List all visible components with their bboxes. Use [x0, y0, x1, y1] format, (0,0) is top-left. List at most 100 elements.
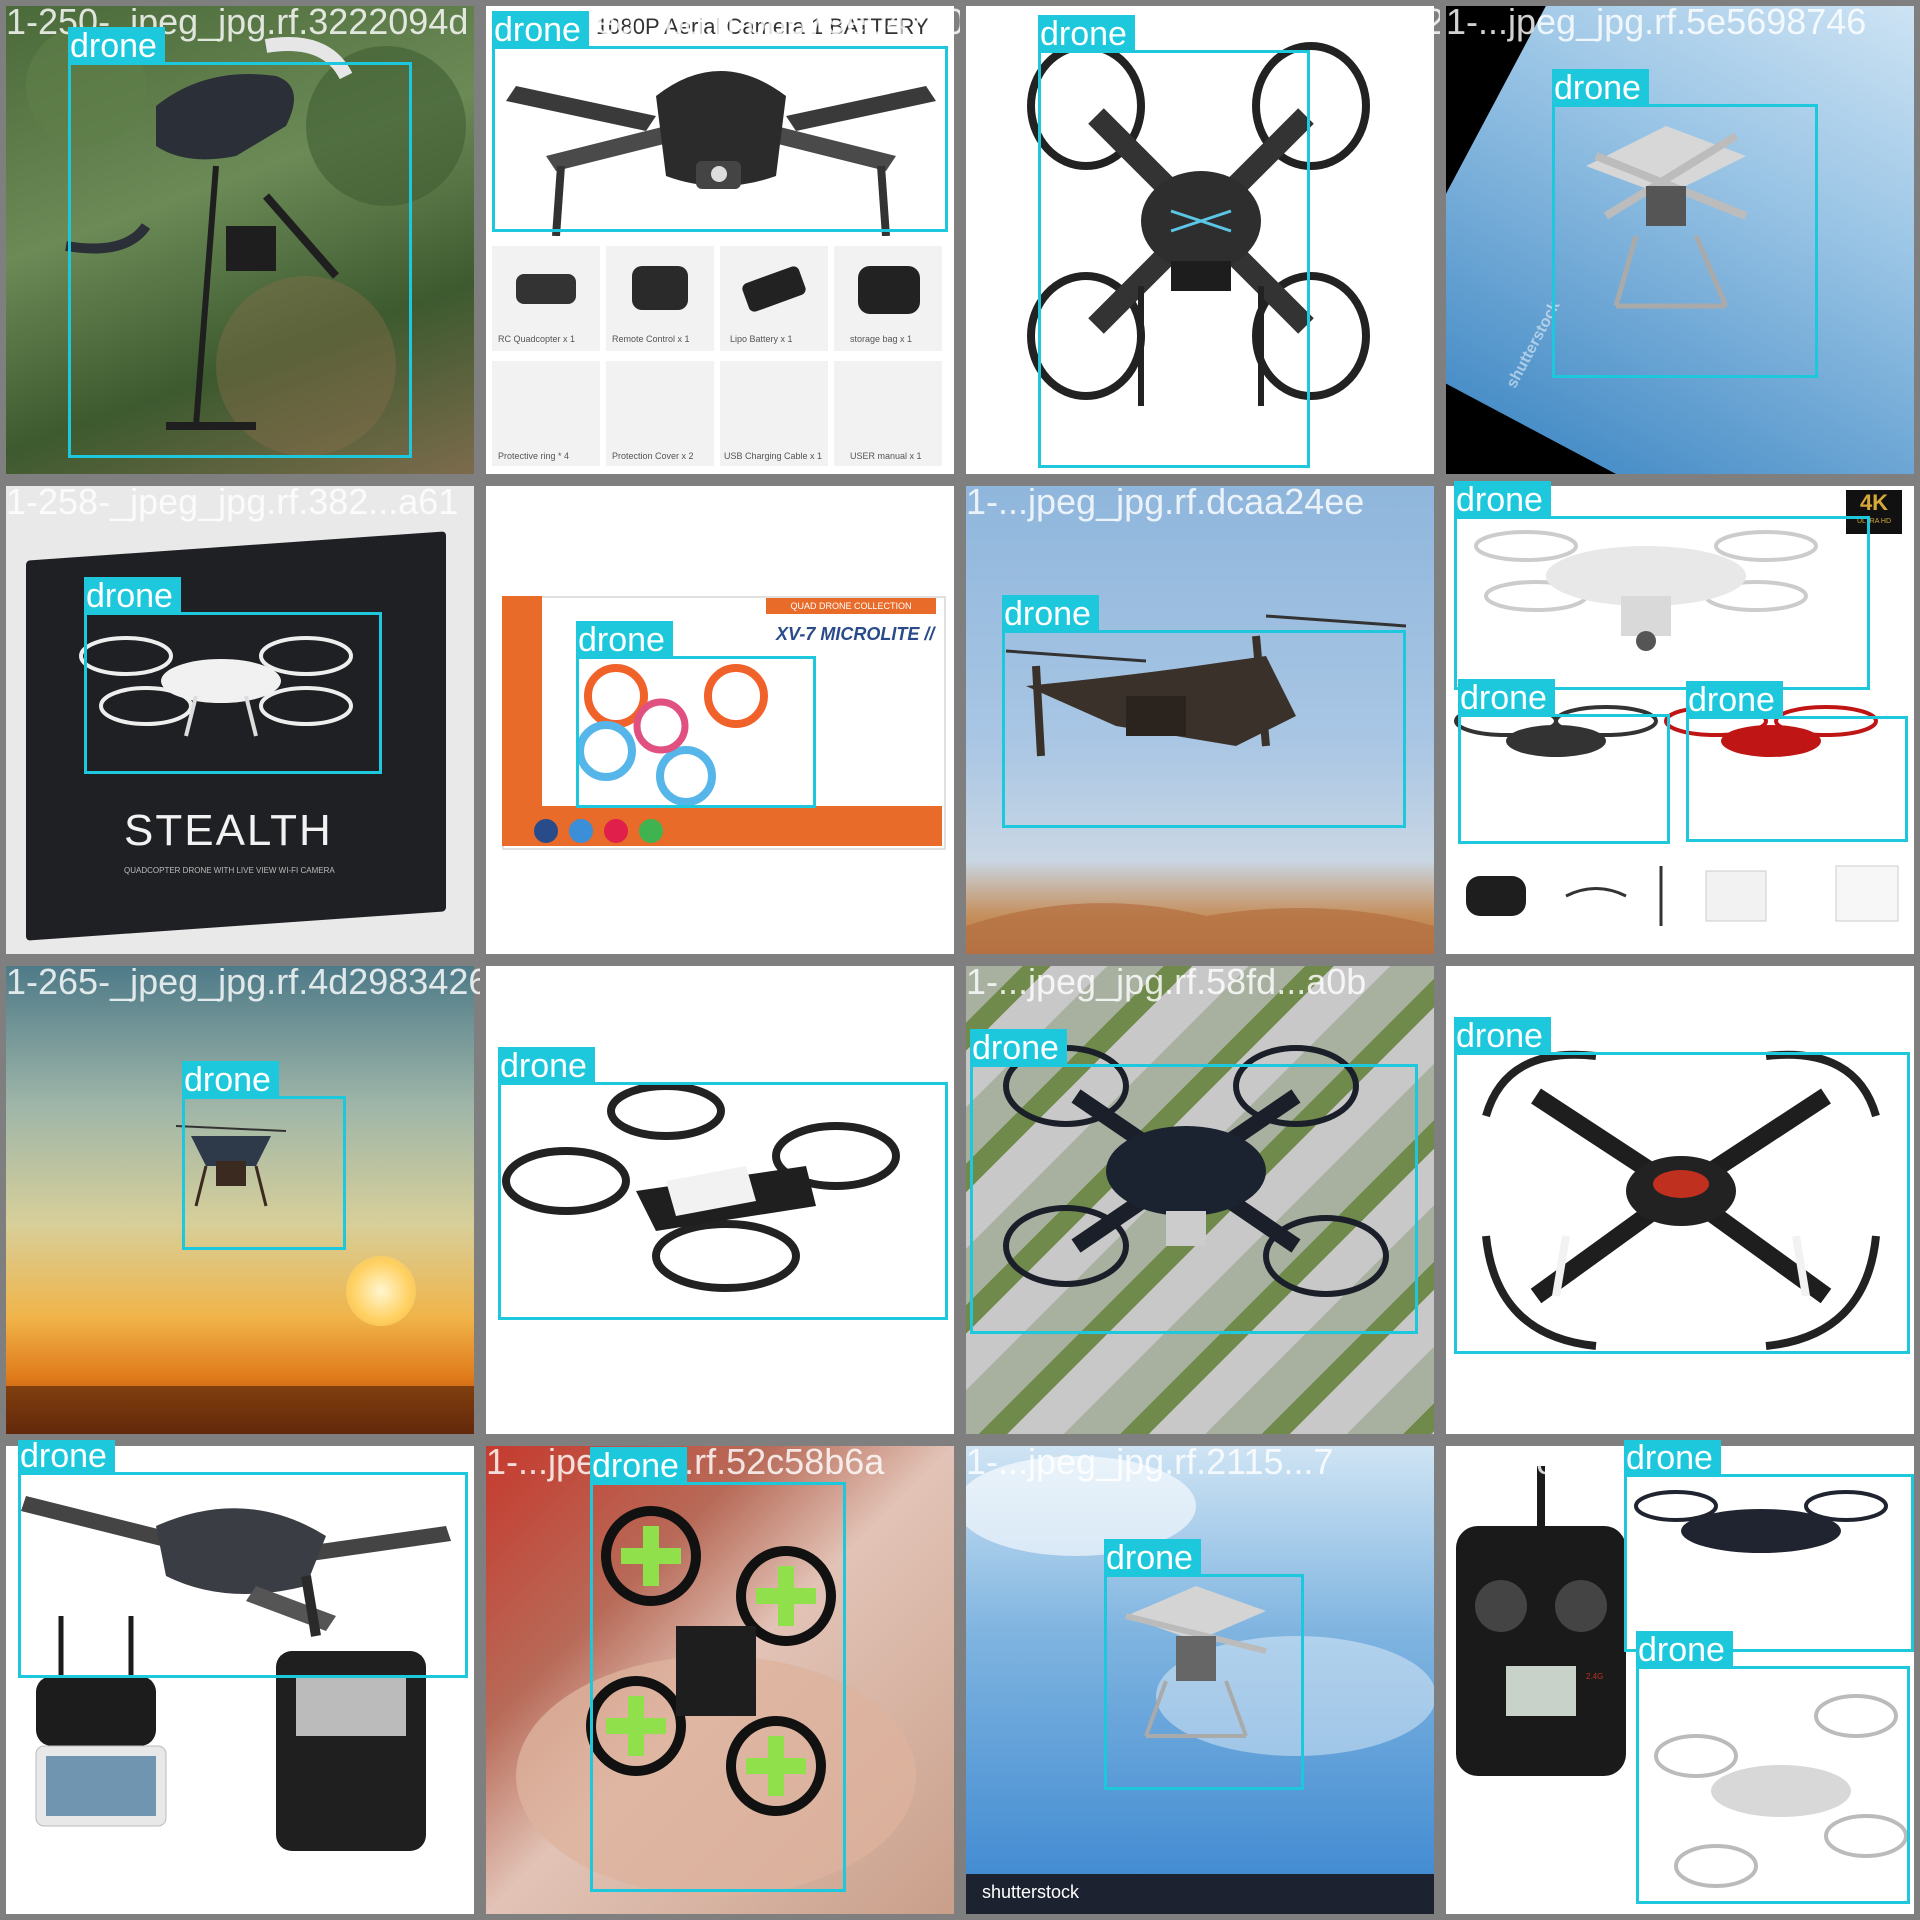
tile-7: 1-...jpeg_jpg.rf.dcaa24ee drone — [960, 480, 1440, 960]
tile-photo — [6, 1446, 474, 1914]
tile-filename: 1-...jpeg_jpg.rf.5e5698746 — [1446, 1, 1867, 42]
sun — [346, 1256, 416, 1326]
drone-photo — [1027, 42, 1370, 406]
box-label: drone — [18, 1440, 115, 1475]
drone-photo — [1456, 1466, 1908, 1888]
tile-4: shutterstock 1-...jpeg_jpg.rf.5e5698746 … — [1440, 0, 1920, 480]
bounding-box: drone — [68, 27, 412, 458]
tile-photo — [966, 486, 1434, 954]
accessory-label: USB Charging Cable x 1 — [724, 451, 823, 461]
bounding-box: drone — [1002, 595, 1406, 828]
bounding-box: drone — [182, 1061, 346, 1250]
drone-photo — [1454, 530, 1899, 926]
box-label: drone — [970, 1029, 1067, 1067]
bounding-box: drone — [84, 577, 382, 774]
tile-14: 1-...jpeg_jpg.rf.52c58b6a drone — [480, 1440, 960, 1920]
box-label: drone — [182, 1061, 279, 1099]
bounding-box: drone — [1636, 1631, 1910, 1904]
accessory-label: Protective ring * 4 — [498, 451, 570, 461]
tile-10: 1-...jpeg_jpg.rf.c4d5038c drone — [480, 960, 960, 1440]
tile-photo — [966, 966, 1434, 1434]
badge-4k: 4K ULTRA HD — [1846, 490, 1902, 534]
drone-photo — [1003, 1045, 1389, 1297]
tile-6: QUAD DRONE COLLECTION XV-7 MICROLITE // … — [480, 480, 960, 960]
drone-photo — [1482, 1050, 1880, 1350]
box-label: drone — [1552, 69, 1649, 107]
tile-1: 1-250-_jpeg_jpg.rf.3222094d drone — [0, 0, 480, 480]
bounding-box: drone — [1458, 679, 1670, 844]
box-label: drone — [1454, 481, 1551, 519]
drone-photo — [1586, 126, 1748, 309]
bounding-box: drone — [1552, 69, 1818, 378]
box-title: XV-7 MICROLITE // — [776, 624, 935, 644]
drone-photo — [534, 664, 768, 843]
box-title: STEALTH — [124, 806, 333, 855]
remote-thumb — [632, 266, 688, 310]
box-label: drone — [576, 621, 673, 659]
box-label: drone — [1038, 15, 1135, 53]
tile-filename: 1-...jpeg_jpg.rf.2115...7 — [966, 1441, 1334, 1482]
box-label: drone — [84, 577, 181, 615]
tile-photo — [486, 1446, 954, 1914]
tile-photo: 4K ULTRA HD — [1446, 486, 1914, 954]
box-label: drone — [590, 1447, 687, 1485]
tile-photo: shutterstock — [1446, 6, 1914, 474]
bounding-box: drone — [1104, 1539, 1304, 1790]
bounding-box: drone — [1624, 1440, 1914, 1652]
box-label: drone — [1104, 1539, 1201, 1577]
accessory-panel: RC Quadcopter x 1 Remote Control x 1 Lip… — [492, 246, 950, 468]
tile-filename: 1-...jpeg_jpg.rf.c4d5038c — [486, 961, 883, 1002]
accessory-label: USER manual x 1 — [850, 451, 922, 461]
tile-15: shutterstock 1-...jpeg_jpg.rf.2115...7 d… — [960, 1440, 1440, 1920]
badge-4k-sub: ULTRA HD — [1856, 518, 1892, 525]
bounding-box: drone — [590, 1447, 846, 1892]
tile-filename: 1-...jpeg_jpg.rf.b5eba8cb — [1446, 961, 1845, 1002]
bounding-box: drone — [1454, 481, 1870, 690]
accessory-label: storage bag x 1 — [850, 334, 913, 344]
tile-13: 1-263-_jpeg_jpg.rf.a852c14e drone — [0, 1440, 480, 1920]
tile-9: 1-265-_jpeg_jpg.rf.4d2983426 drone — [0, 960, 480, 1440]
accessory-label: Protection Cover x 2 — [612, 451, 694, 461]
drone-photo — [516, 1506, 916, 1896]
box-label: drone — [1624, 1440, 1721, 1477]
drone-photo — [966, 1456, 1434, 1914]
drone-photo — [6, 1125, 474, 1434]
box-label: drone — [1458, 679, 1555, 717]
tile-12: 1-...jpeg_jpg.rf.b5eba8cb drone — [1440, 960, 1920, 1440]
bounding-box: drone — [18, 1440, 468, 1678]
tile-photo: 1080P Aerial Camera 1 BATTERY RC Quadcop… — [486, 6, 954, 474]
bounding-box: drone — [576, 621, 816, 808]
bounding-box: drone — [498, 1047, 948, 1320]
box-banner: QUAD DRONE COLLECTION — [766, 598, 936, 614]
box-label: drone — [498, 1047, 595, 1085]
drone-photo — [26, 26, 466, 456]
drone-photo — [506, 71, 936, 236]
box-label: drone — [492, 11, 589, 49]
tile-photo — [966, 6, 1434, 474]
accessory-label: Lipo Battery x 1 — [730, 334, 793, 344]
tile-filename: 1-...jpeg_jpg.rf.bb24489 — [486, 481, 867, 522]
bag-thumb — [858, 266, 920, 314]
bounding-box: drone — [1038, 15, 1310, 468]
tile-photo: shutterstock — [966, 1446, 1434, 1914]
bounding-box: drone — [492, 11, 948, 232]
product-caption: 1080P Aerial Camera 1 BATTERY — [596, 14, 929, 39]
remote-badge: 2.4G — [1586, 1672, 1604, 1681]
drone-thumb — [516, 274, 576, 304]
drone-photo — [966, 614, 1434, 954]
tile-photo — [6, 966, 474, 1434]
bounding-box: drone — [970, 1029, 1418, 1334]
watermark: shutterstock — [982, 1882, 1080, 1902]
box-label: drone — [1454, 1017, 1551, 1055]
drone-photo — [79, 636, 353, 737]
accessory-label: Remote Control x 1 — [612, 334, 690, 344]
tile-photo: 2.4G — [1446, 1446, 1914, 1914]
box-subtitle: QUADCOPTER DRONE WITH LIVE VIEW WI-FI CA… — [124, 866, 335, 875]
box-label: drone — [68, 27, 165, 65]
drone-photo — [21, 1496, 451, 1851]
bounding-box: drone — [1686, 681, 1908, 842]
tile-11: 1-...jpeg_jpg.rf.58fd...a0b drone — [960, 960, 1440, 1440]
drone-photo — [502, 1082, 900, 1292]
tile-8: 4K ULTRA HD 1-...jpeg_jpg.rf.8f342 drone… — [1440, 480, 1920, 960]
